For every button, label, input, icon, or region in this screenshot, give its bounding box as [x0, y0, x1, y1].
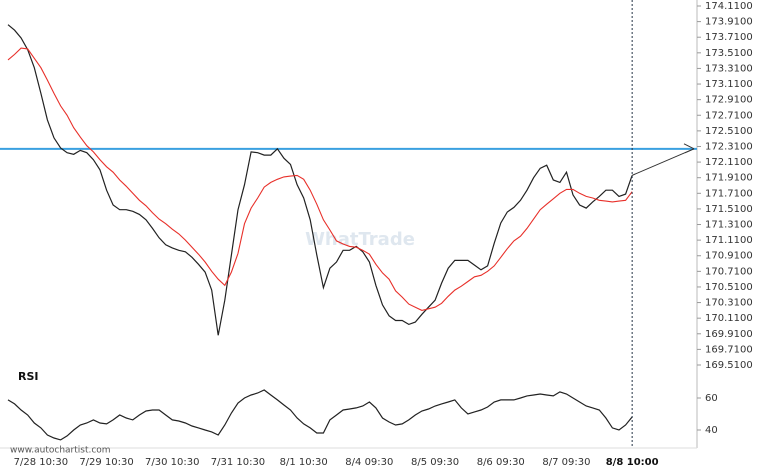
- y-tick-label: 169.9100: [705, 329, 753, 340]
- y-tick-label: 171.7100: [705, 188, 753, 199]
- y-tick-label: 171.1100: [705, 235, 753, 246]
- x-tick-label: 8/4 09:30: [345, 457, 393, 468]
- watermark: WhatTrade: [305, 229, 415, 250]
- y-tick-label: 173.5100: [705, 48, 753, 59]
- y-tick-label: 170.1100: [705, 313, 753, 324]
- x-tick-label: 8/1 10:30: [280, 457, 328, 468]
- y-tick-label: 173.7100: [705, 32, 753, 43]
- series-line: [7, 24, 633, 336]
- y-tick-label: 173.3100: [705, 63, 753, 74]
- y-tick-label: 170.5100: [705, 282, 753, 293]
- y-tick-label: 169.5100: [705, 360, 753, 371]
- x-tick-label: 7/30 10:30: [145, 457, 199, 468]
- y-tick-label: 170.9100: [705, 251, 753, 262]
- x-tick-label: 7/31 10:30: [211, 457, 265, 468]
- y-tick-label: 170.7100: [705, 266, 753, 277]
- y-tick-label: 173.1100: [705, 79, 753, 90]
- x-tick-label: 8/8 10:00: [606, 457, 659, 468]
- y-tick-label: 172.3100: [705, 141, 753, 152]
- x-tick-label: 7/28 10:30: [14, 457, 68, 468]
- forecast-arrow: [631, 148, 695, 176]
- y-tick-label: 172.7100: [705, 110, 753, 121]
- y-tick-label: 171.5100: [705, 204, 753, 215]
- rsi-title: RSI: [18, 370, 39, 383]
- y-tick-label: 172.1100: [705, 157, 753, 168]
- y-tick-label: 40: [705, 425, 718, 436]
- y-tick-label: 171.3100: [705, 220, 753, 231]
- x-tick-label: 8/7 09:30: [542, 457, 590, 468]
- x-tick-label: 8/6 09:30: [477, 457, 525, 468]
- y-tick-label: 171.9100: [705, 173, 753, 184]
- y-tick-label: 174.1100: [705, 1, 753, 12]
- arrow-head: [683, 143, 695, 154]
- series-line: [7, 389, 633, 441]
- y-tick-label: 172.9100: [705, 95, 753, 106]
- series-line: [7, 47, 633, 311]
- y-tick-label: 169.7100: [705, 344, 753, 355]
- source: www.autochartist.com: [10, 446, 111, 456]
- y-tick-label: 173.9100: [705, 17, 753, 28]
- y-tick-label: 172.5100: [705, 126, 753, 137]
- x-tick-label: 8/5 09:30: [411, 457, 459, 468]
- x-tick-label: 7/29 10:30: [79, 457, 133, 468]
- y-tick-label: 170.3100: [705, 298, 753, 309]
- y-tick-label: 60: [705, 393, 718, 404]
